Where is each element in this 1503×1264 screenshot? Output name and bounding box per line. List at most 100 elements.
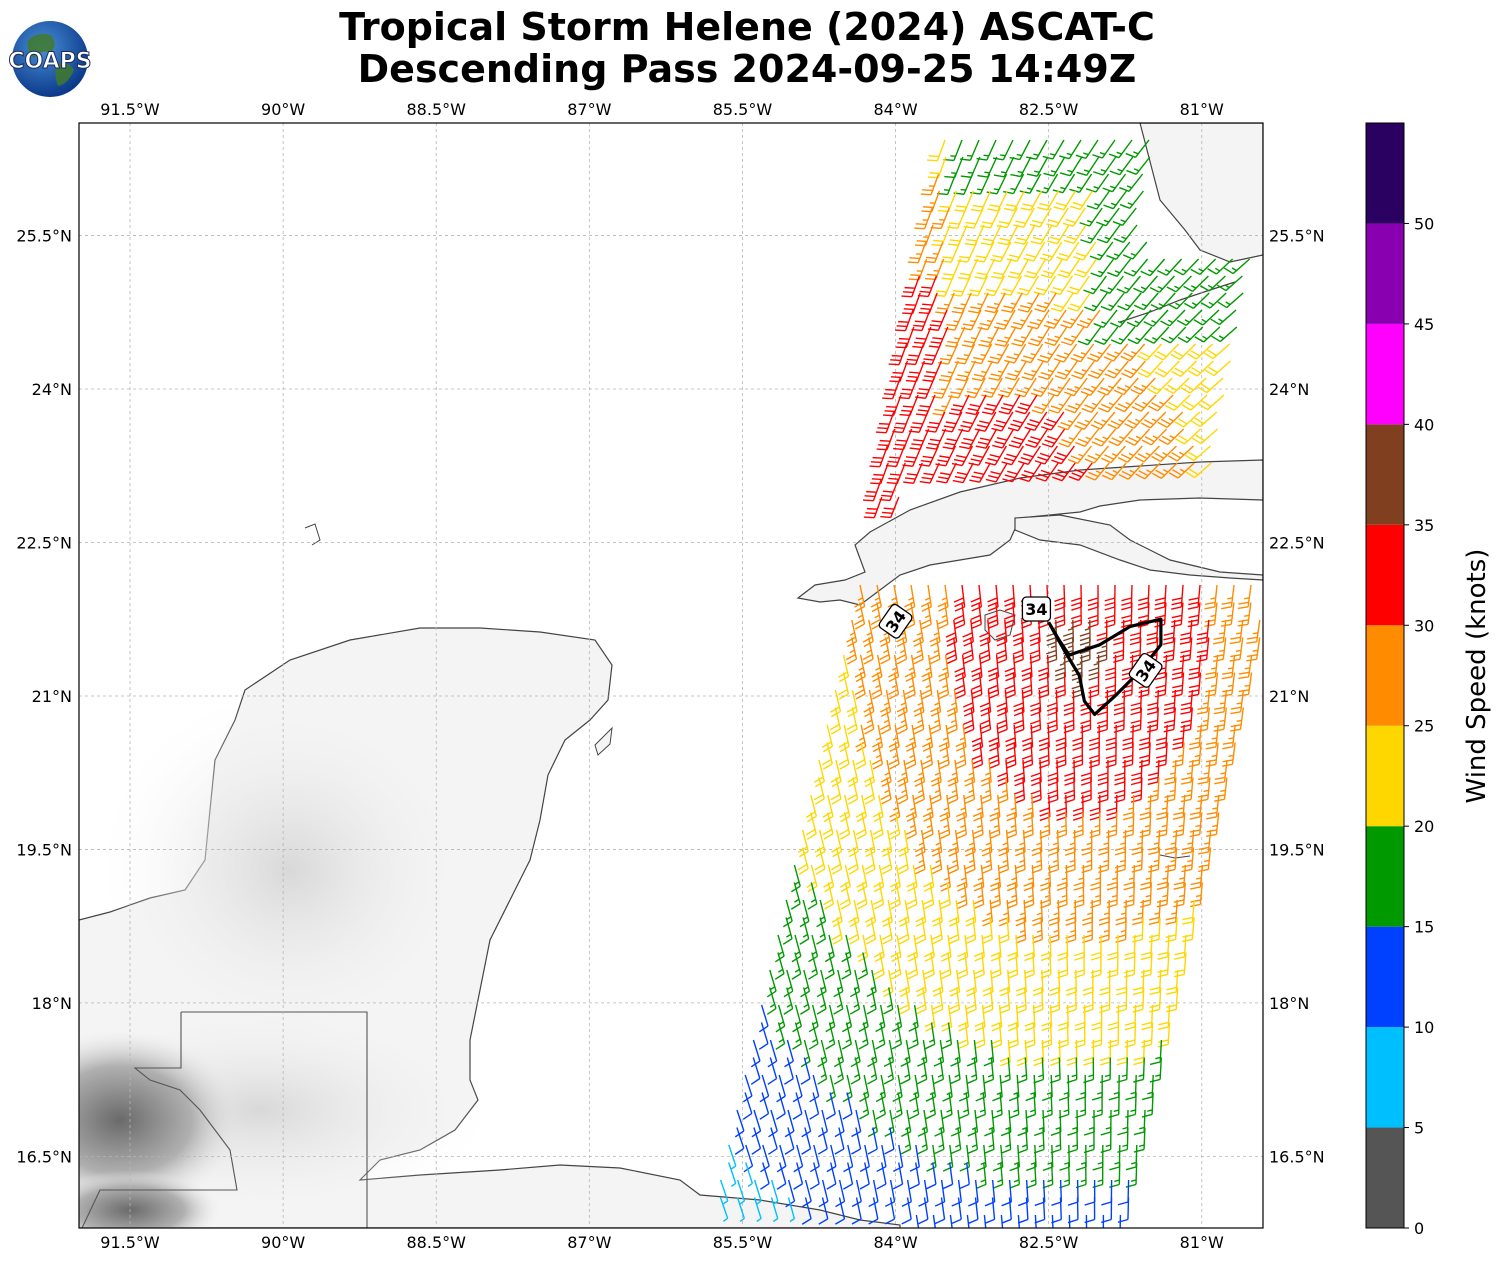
- wind-barb: [898, 917, 910, 945]
- wind-barb: [1096, 224, 1121, 244]
- wind-barb: [1110, 309, 1135, 328]
- colorbar-tick-label: 5: [1414, 1119, 1424, 1138]
- island-cayman: [1159, 854, 1191, 859]
- wind-barb: [1079, 207, 1103, 227]
- wind-barb: [728, 1162, 737, 1187]
- wind-barb: [903, 462, 923, 484]
- wind-barb: [1000, 275, 1023, 296]
- wind-barb: [1012, 637, 1024, 664]
- wind-barb: [1117, 1197, 1130, 1223]
- wind-barb: [1156, 864, 1170, 891]
- wind-barb: [854, 602, 866, 630]
- wind-barb: [1149, 969, 1162, 996]
- wind-barb: [949, 1214, 953, 1228]
- wind-barb: [1213, 707, 1227, 732]
- wind-barb: [1230, 707, 1244, 732]
- wind-barb: [767, 1057, 778, 1085]
- wind-barb: [1123, 882, 1135, 908]
- wind-barb: [888, 724, 900, 753]
- wind-barb: [970, 602, 982, 630]
- wind-barb: [1237, 584, 1252, 610]
- wind-barb: [983, 275, 1006, 297]
- wind-barb: [776, 1092, 786, 1120]
- wind-barb: [745, 1162, 754, 1187]
- wind-barb: [1168, 462, 1195, 479]
- wind-barb: [1199, 275, 1226, 292]
- wind-barb: [1164, 377, 1190, 395]
- wind-barb: [928, 326, 949, 348]
- wind-barb: [734, 1127, 745, 1155]
- wind-barb: [930, 707, 942, 735]
- wind-barb: [1125, 139, 1150, 158]
- wind-barb: [895, 326, 915, 349]
- wind-barb: [1207, 258, 1234, 275]
- wind-barb: [998, 394, 1021, 415]
- wind-barb: [1091, 428, 1117, 447]
- wind-barb: [823, 864, 835, 893]
- wind-barb: [1075, 428, 1100, 447]
- wind-barb: [906, 882, 918, 910]
- wind-barb: [1122, 724, 1134, 751]
- wind-barb: [1156, 882, 1169, 908]
- wind-barb: [1196, 619, 1210, 645]
- wind-barb: [948, 377, 969, 399]
- wind-barb: [1137, 360, 1163, 378]
- wind-barb: [1017, 1197, 1029, 1224]
- wind-barb: [986, 173, 1008, 195]
- wind-barb: [1053, 190, 1076, 211]
- wind-barb: [1008, 1092, 1020, 1119]
- wind-barb: [1205, 724, 1219, 750]
- wind-barb: [1017, 1127, 1029, 1154]
- wind-barb: [934, 1127, 945, 1155]
- lat-tick-label-left: 18°N: [32, 994, 72, 1013]
- wind-barb: [921, 672, 933, 700]
- wind-barb: [1172, 742, 1185, 768]
- wind-barb: [992, 428, 1015, 449]
- wind-barb: [914, 207, 933, 230]
- wind-barb: [1004, 360, 1028, 381]
- wind-barb: [1173, 882, 1186, 908]
- wind-barb: [959, 428, 981, 450]
- wind-barb: [997, 777, 1009, 804]
- wind-barb: [958, 411, 980, 433]
- land-florida: [1139, 123, 1263, 263]
- wind-barb: [994, 326, 1017, 347]
- wind-barb: [1149, 1057, 1162, 1083]
- wind-barb: [1046, 689, 1058, 717]
- wind-barb: [981, 394, 1004, 415]
- wind-barb: [1210, 309, 1237, 326]
- wind-barb: [1075, 139, 1099, 160]
- wind-barb: [1165, 969, 1179, 995]
- wind-barb: [863, 777, 875, 805]
- wind-barb: [1180, 707, 1193, 733]
- colorbar-bin: [1366, 323, 1404, 425]
- wind-barb: [945, 326, 966, 348]
- wind-barb: [998, 917, 1010, 944]
- wind-barb: [967, 1197, 979, 1225]
- wind-barb: [830, 777, 842, 805]
- wind-barb: [839, 812, 851, 840]
- axis-ticks: 91.5°W 91.5°W 90°W 90°W 88.5°W 88.5°W 87°W 87°W…: [16, 100, 1324, 1252]
- wind-barb: [783, 987, 794, 1015]
- colorbar-bin: [1366, 524, 1404, 626]
- wind-barb: [970, 173, 991, 195]
- wind-barb: [871, 654, 883, 683]
- wind-barb: [1189, 794, 1203, 820]
- wind-barb: [1064, 777, 1076, 804]
- wind-barb: [1023, 952, 1035, 979]
- wind-barb: [1179, 637, 1193, 663]
- wind-barb: [880, 759, 892, 788]
- wind-barb: [960, 309, 982, 331]
- wind-barb: [980, 224, 1002, 246]
- wind-barb: [941, 1004, 953, 1032]
- wind-barb: [1098, 394, 1123, 413]
- wind-barb: [1180, 759, 1194, 785]
- wind-barb: [1183, 275, 1209, 293]
- wind-barb: [1009, 1162, 1020, 1189]
- wind-barb: [805, 812, 817, 840]
- wind-barb: [1214, 759, 1228, 785]
- wind-barb: [940, 952, 952, 980]
- wind-barb: [753, 1179, 762, 1205]
- wind-barb: [883, 1039, 895, 1068]
- wind-barb: [1229, 619, 1244, 645]
